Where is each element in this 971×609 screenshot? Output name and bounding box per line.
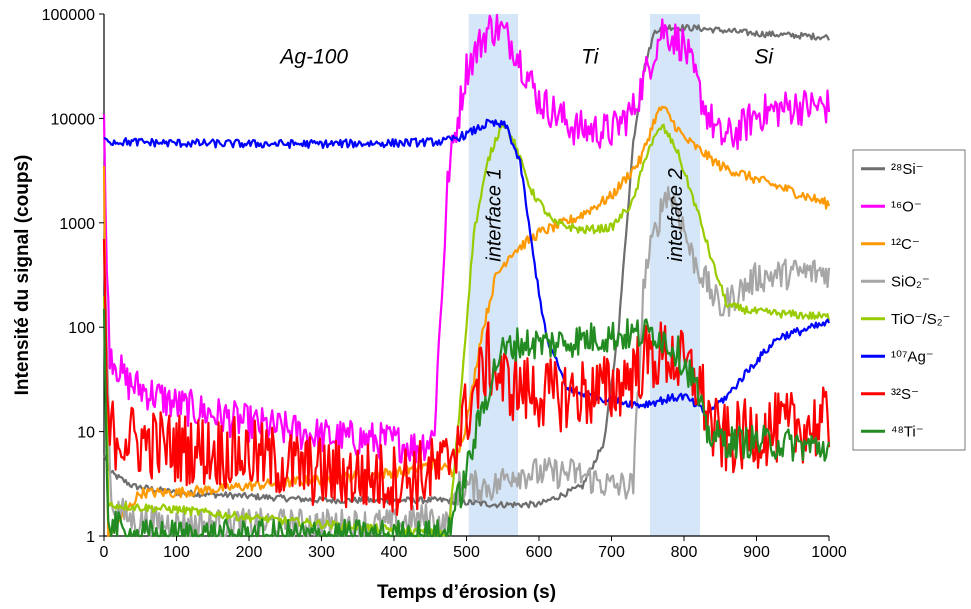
legend-box [852,149,966,451]
series-line-7 [102,238,831,517]
y-tick-label: 10 [77,425,95,442]
y-tick-label: 1000 [59,216,95,233]
legend-label-7: ³²S⁻ [891,386,919,403]
interface-label-2: interface 2 [665,168,687,261]
legend-label-4: SiO₂⁻ [891,273,930,290]
x-tick-label: 700 [598,544,625,561]
interface-label-1: interface 1 [483,168,505,261]
annotations: Temps d’érosion (s) Intensité du signal (… [12,46,774,603]
legend-label-6: ¹⁰⁷Ag⁻ [891,348,934,365]
x-axis-title: Temps d’érosion (s) [377,582,556,603]
interface-band-2 [649,14,700,536]
x-tick-label: 400 [381,544,408,561]
legend-label-2: ¹⁶O⁻ [891,198,922,215]
series-line-1 [102,23,831,509]
x-tick-label: 0 [100,544,109,561]
x-tick-label: 800 [671,544,698,561]
legend-label-3: ¹²C⁻ [891,236,920,253]
y-axis-title: Intensité du signal (coups) [12,155,33,396]
series-line-2 [102,13,831,464]
x-tick-label: 200 [236,544,263,561]
series-line-5 [102,121,831,538]
x-tick-label: 900 [743,544,770,561]
region-label-3: Si [754,46,774,69]
legend-label-1: ²⁸Si⁻ [891,161,924,178]
x-tick-label: 100 [163,544,190,561]
axis-ticks: 0 100 200 300 400 500 600 700 800 900 1000 1 10 100 10… [42,7,847,561]
x-tick-label: 300 [308,544,335,561]
series-lines [102,13,831,538]
series-line-8 [102,308,831,538]
region-label-2: Ti [581,46,600,69]
legend-label-8: ⁴⁸Ti⁻ [891,423,924,440]
x-tick-label: 500 [453,544,480,561]
interface-band-1 [468,14,518,536]
legend: ²⁸Si⁻ ¹⁶O⁻ ¹²C⁻ SiO₂⁻ TiO⁻/S₂⁻ ¹⁰⁷Ag⁻ ³²S⁻ ⁴⁸Ti… [852,149,966,451]
y-tick-label: 1 [86,529,95,546]
interface-bands [468,14,700,536]
region-label-1: Ag-100 [278,46,348,69]
y-tick-label: 10000 [51,111,96,128]
legend-label-5: TiO⁻/S₂⁻ [891,311,950,328]
x-tick-label: 1000 [811,544,847,561]
x-tick-label: 600 [526,544,553,561]
y-tick-label: 100 [68,320,95,337]
y-tick-label: 100000 [42,7,95,24]
